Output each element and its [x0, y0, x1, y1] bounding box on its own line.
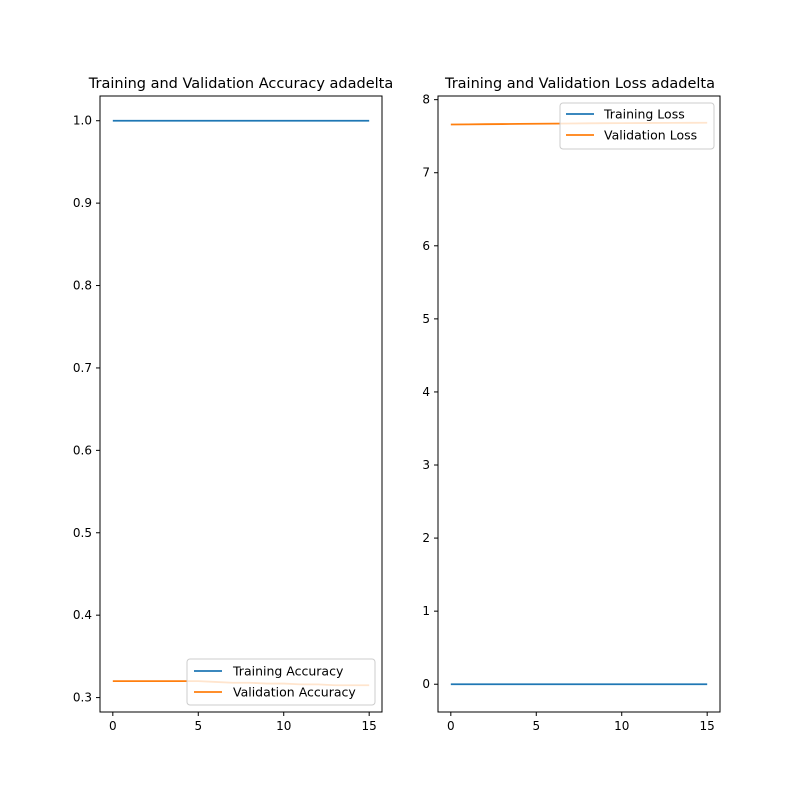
- loss-legend: Training Loss Validation Loss: [559, 102, 715, 150]
- loss-legend-label-training: Training Loss: [603, 107, 685, 122]
- accuracy-plot-title: Training and Validation Accuracy adadelt…: [88, 76, 393, 92]
- accuracy-plot: Training and Validation Accuracy adadelt…: [73, 76, 393, 733]
- accuracy-legend-box: [186, 658, 376, 706]
- loss-y-tick-label: 3: [422, 458, 430, 472]
- loss-axes-frame: [437, 95, 721, 713]
- loss-legend-label-validation: Validation Loss: [604, 128, 697, 143]
- accuracy-legend-label-validation: Validation Accuracy: [233, 685, 356, 700]
- loss-y-tick-label: 2: [422, 531, 430, 545]
- loss-legend-box: [559, 102, 715, 150]
- accuracy-legend-label-training: Training Accuracy: [232, 664, 344, 679]
- accuracy-axes-frame: [99, 95, 383, 713]
- loss-y-tick-label: 5: [422, 312, 430, 326]
- loss-y-ticks: 0 1 2 3 4 5 6 7 8: [422, 93, 438, 691]
- loss-x-tick-label: 0: [447, 719, 455, 733]
- loss-y-tick-label: 0: [422, 677, 430, 691]
- loss-y-tick-label: 4: [422, 385, 430, 399]
- loss-y-tick-label: 7: [422, 166, 430, 180]
- accuracy-x-tick-label: 5: [194, 719, 202, 733]
- accuracy-legend: Training Accuracy Validation Accuracy: [186, 658, 376, 706]
- loss-y-tick-label: 6: [422, 239, 430, 253]
- accuracy-y-tick-label: 0.3: [73, 691, 92, 705]
- loss-x-tick-label: 5: [532, 719, 540, 733]
- accuracy-y-tick-label: 0.6: [73, 443, 92, 457]
- loss-x-tick-label: 15: [700, 719, 715, 733]
- loss-y-tick-label: 8: [422, 93, 430, 107]
- loss-x-ticks: 0 5 10 15: [447, 712, 715, 733]
- accuracy-x-tick-label: 15: [362, 719, 377, 733]
- accuracy-x-ticks: 0 5 10 15: [109, 712, 377, 733]
- loss-plot-title: Training and Validation Loss adadelta: [444, 76, 715, 92]
- accuracy-y-tick-label: 0.8: [73, 279, 92, 293]
- accuracy-x-tick-label: 0: [109, 719, 117, 733]
- loss-plot: Training and Validation Loss adadelta 0 5…: [422, 76, 721, 733]
- accuracy-y-tick-label: 1.0: [73, 114, 92, 128]
- accuracy-y-ticks: 0.3 0.4 0.5 0.6 0.7 0.8 0.9 1.0: [73, 114, 100, 705]
- accuracy-y-tick-label: 0.5: [73, 526, 92, 540]
- accuracy-y-tick-label: 0.7: [73, 361, 92, 375]
- loss-y-tick-label: 1: [422, 604, 430, 618]
- loss-x-tick-label: 10: [614, 719, 629, 733]
- accuracy-y-tick-label: 0.4: [73, 608, 92, 622]
- accuracy-y-tick-label: 0.9: [73, 196, 92, 210]
- accuracy-x-tick-label: 10: [276, 719, 291, 733]
